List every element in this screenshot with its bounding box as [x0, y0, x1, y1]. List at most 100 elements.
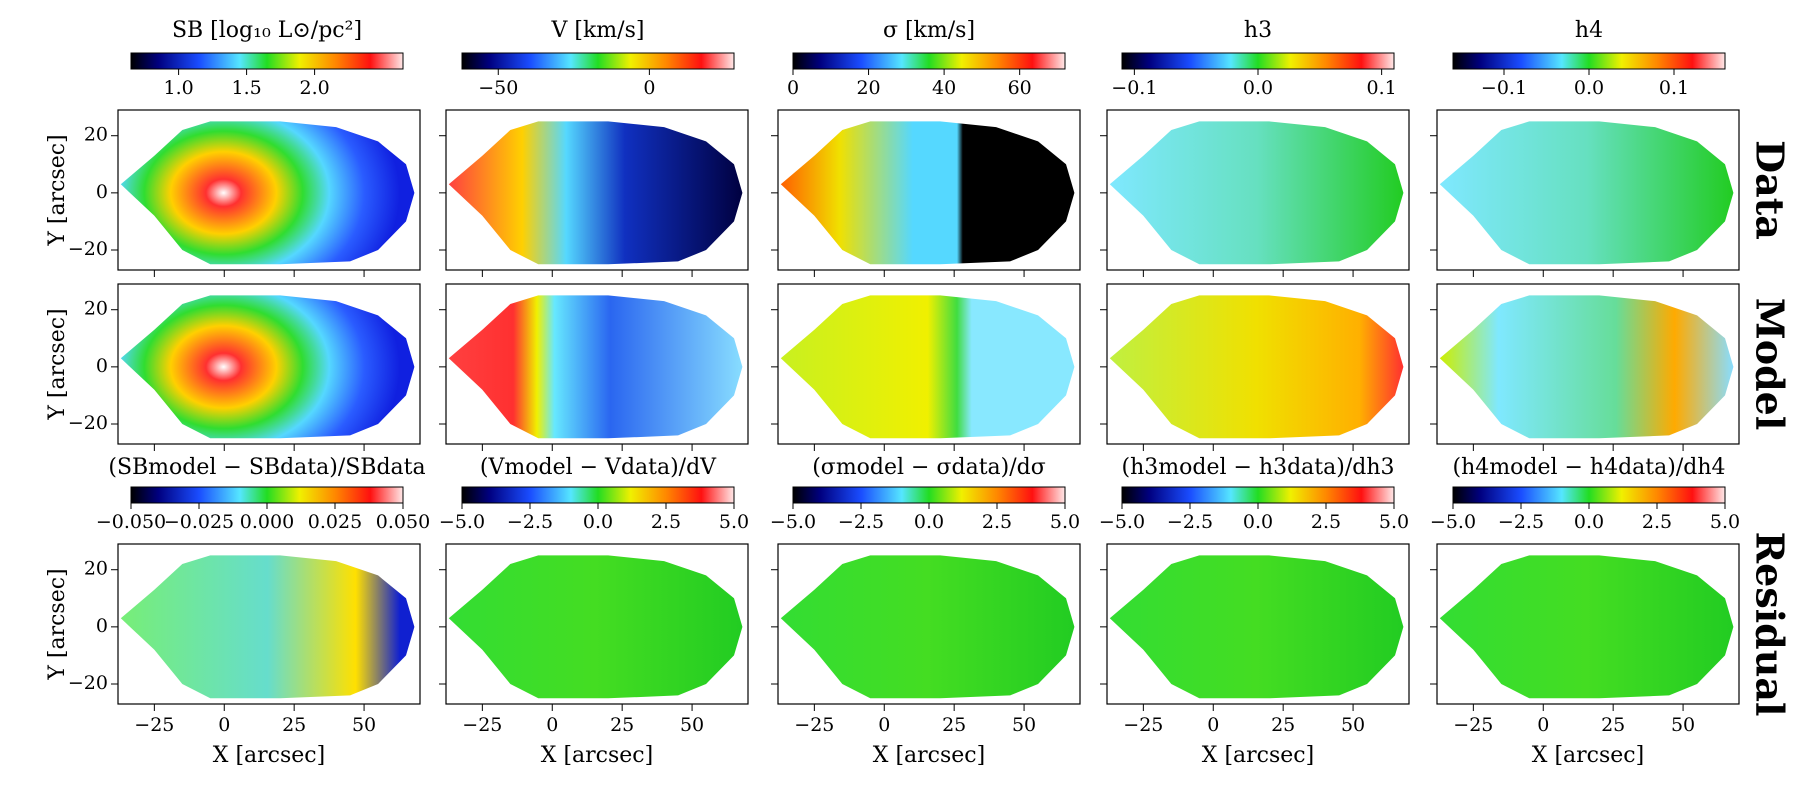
colorbar	[130, 486, 404, 504]
row-label: Residual	[1748, 532, 1793, 717]
x-tick-label: 50	[1012, 714, 1036, 736]
colorbar-label: h4	[1575, 18, 1603, 43]
colorbar-tick-label: 0	[643, 77, 655, 99]
colorbar-tick-label: 2.5	[982, 511, 1012, 533]
colorbar-label: σ [km/s]	[883, 18, 975, 43]
y-axis-label: Y [arcsec]	[45, 568, 70, 680]
galaxy-map	[120, 555, 415, 699]
x-tick-label: 50	[1341, 714, 1365, 736]
x-tick-label: 25	[1601, 714, 1625, 736]
panel-frame	[445, 543, 749, 705]
panel-frame	[117, 109, 421, 271]
colorbar-tick-label: 2.5	[651, 511, 681, 533]
x-tick-label: 50	[680, 714, 704, 736]
colorbar-tick-label: −5.0	[1430, 511, 1476, 533]
colorbar	[461, 52, 735, 70]
colorbar-tick-label: −2.5	[507, 511, 553, 533]
colorbar-label: (σmodel − σdata)/dσ	[812, 455, 1046, 480]
colorbar-tick-label: 40	[932, 77, 956, 99]
colorbar-tick-label: −2.5	[1167, 511, 1213, 533]
colorbar-tick-label: 0.000	[240, 511, 294, 533]
panel-frame	[1436, 283, 1740, 445]
colorbar-tick-label: 0.0	[1574, 77, 1604, 99]
x-tick-label: 0	[546, 714, 558, 736]
y-tick-label: 20	[84, 124, 108, 146]
colorbar-tick-label: −5.0	[770, 511, 816, 533]
colorbar-tick-label: −2.5	[1498, 511, 1544, 533]
x-tick-label: 50	[352, 714, 376, 736]
panel-frame	[445, 109, 749, 271]
x-tick-label: 0	[1207, 714, 1219, 736]
colorbar-tick-label: 60	[1008, 77, 1032, 99]
galaxy-map	[780, 555, 1075, 699]
galaxy-map	[1439, 555, 1734, 699]
colorbar-tick-label: 0.0	[1243, 77, 1273, 99]
y-axis-label: Y [arcsec]	[45, 308, 70, 420]
colorbar-tick-label: −0.1	[1481, 77, 1527, 99]
colorbar-tick-label: 0.025	[308, 511, 362, 533]
colorbar	[1452, 52, 1726, 70]
panel-frame	[1436, 543, 1740, 705]
colorbar-tick-label: −0.050	[96, 511, 166, 533]
colorbar-tick-label: 5.0	[1379, 511, 1409, 533]
colorbar-label: (Vmodel − Vdata)/dV	[480, 455, 717, 480]
colorbar-tick-label: 2.0	[299, 77, 329, 99]
panel-frame	[777, 543, 1081, 705]
x-axis-label: X [arcsec]	[1202, 743, 1314, 768]
x-axis-label: X [arcsec]	[541, 743, 653, 768]
colorbar-tick-label: 20	[856, 77, 880, 99]
colorbar	[792, 52, 1066, 70]
colorbar-tick-label: 1.5	[231, 77, 261, 99]
x-tick-label: −25	[1123, 714, 1163, 736]
colorbar-tick-label: 0.0	[914, 511, 944, 533]
galaxy-map	[448, 295, 743, 439]
y-tick-label: 0	[96, 615, 108, 637]
panel-frame	[117, 283, 421, 445]
galaxy-map	[1439, 295, 1734, 439]
y-tick-label: 0	[96, 181, 108, 203]
galaxy-map	[448, 121, 743, 265]
colorbar-label: (h3model − h3data)/dh3	[1122, 455, 1395, 480]
colorbar-tick-label: 2.5	[1311, 511, 1341, 533]
panel-frame	[1106, 543, 1410, 705]
galaxy-map	[780, 295, 1075, 439]
x-tick-label: −25	[134, 714, 174, 736]
colorbar-tick-label: 0.050	[376, 511, 430, 533]
colorbar-tick-label: 0.0	[583, 511, 613, 533]
y-tick-label: 20	[84, 558, 108, 580]
colorbar-tick-label: 0.1	[1367, 77, 1397, 99]
colorbar-tick-label: 0	[787, 77, 799, 99]
x-tick-label: −25	[1453, 714, 1493, 736]
x-tick-label: −25	[794, 714, 834, 736]
galaxy-map	[1109, 121, 1404, 265]
galaxy-map	[120, 295, 415, 439]
x-tick-label: −25	[462, 714, 502, 736]
x-axis-label: X [arcsec]	[1532, 743, 1644, 768]
panel-frame	[777, 283, 1081, 445]
colorbar-tick-label: 2.5	[1642, 511, 1672, 533]
panel-frame	[445, 283, 749, 445]
colorbar-label: h3	[1244, 18, 1272, 43]
colorbar-tick-label: −5.0	[439, 511, 485, 533]
colorbar	[1121, 52, 1395, 70]
colorbar-label: (h4model − h4data)/dh4	[1453, 455, 1726, 480]
colorbar	[1452, 486, 1726, 504]
panel-frame	[117, 543, 421, 705]
galaxy-map	[120, 121, 415, 265]
panel-frame	[1436, 109, 1740, 271]
colorbar-tick-label: 5.0	[719, 511, 749, 533]
x-tick-label: 25	[1271, 714, 1295, 736]
colorbar-tick-label: 1.0	[163, 77, 193, 99]
colorbar-tick-label: 0.0	[1574, 511, 1604, 533]
colorbar-tick-label: 5.0	[1050, 511, 1080, 533]
galaxy-map	[1439, 121, 1734, 265]
x-tick-label: 25	[282, 714, 306, 736]
colorbar	[130, 52, 404, 70]
x-tick-label: 0	[218, 714, 230, 736]
x-tick-label: 50	[1671, 714, 1695, 736]
galaxy-map	[1109, 555, 1404, 699]
y-tick-label: −20	[68, 672, 108, 694]
colorbar-tick-label: 0.0	[1243, 511, 1273, 533]
galaxy-map	[780, 121, 1075, 265]
